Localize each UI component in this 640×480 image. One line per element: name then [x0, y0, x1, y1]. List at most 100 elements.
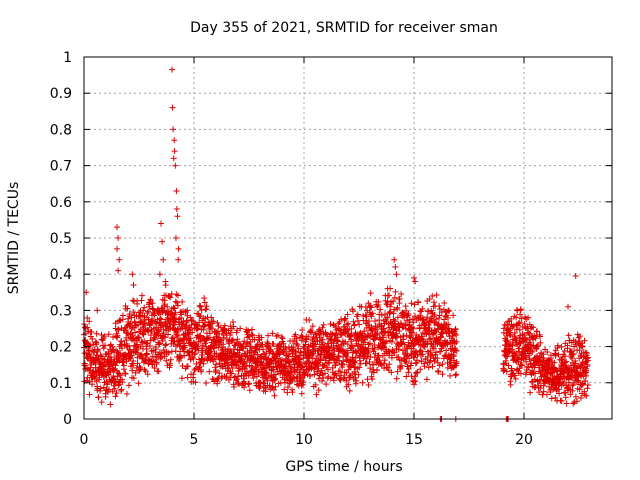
data-point — [353, 377, 360, 384]
data-point — [568, 347, 575, 354]
data-point — [390, 310, 397, 317]
data-point — [394, 368, 401, 375]
data-point — [540, 388, 547, 395]
data-point — [576, 333, 583, 340]
data-point — [245, 327, 252, 334]
data-point — [174, 332, 181, 339]
data-point — [344, 311, 351, 318]
data-point — [189, 317, 196, 324]
data-point — [444, 364, 451, 371]
data-point — [408, 373, 415, 380]
data-point — [431, 311, 438, 318]
data-point — [298, 363, 305, 370]
data-point — [563, 400, 570, 407]
data-point — [229, 337, 236, 344]
data-point — [296, 352, 303, 359]
data-point — [361, 328, 368, 335]
data-point — [94, 347, 101, 354]
data-point — [279, 356, 286, 363]
data-point — [153, 320, 160, 327]
data-point — [508, 315, 515, 322]
data-point — [431, 358, 438, 365]
data-point — [525, 329, 532, 336]
data-point — [274, 332, 281, 339]
data-point — [425, 308, 432, 315]
data-point — [348, 331, 355, 338]
data-point — [356, 364, 363, 371]
data-point — [365, 332, 372, 339]
data-point — [165, 349, 172, 356]
data-point — [179, 298, 186, 305]
data-point — [366, 358, 373, 365]
data-point — [354, 311, 361, 318]
data-point — [383, 338, 390, 345]
data-point — [237, 325, 244, 332]
data-point — [406, 355, 413, 362]
data-point — [434, 355, 441, 362]
data-point — [89, 341, 96, 348]
data-point — [564, 345, 571, 352]
data-point — [330, 374, 337, 381]
data-point — [173, 206, 180, 213]
data-point — [388, 338, 395, 345]
data-point — [271, 376, 278, 383]
data-point — [193, 360, 200, 367]
y-tick-label: 1 — [63, 50, 72, 66]
data-point — [376, 316, 383, 323]
data-point — [569, 351, 576, 358]
data-point — [290, 374, 297, 381]
data-point — [241, 338, 248, 345]
data-point — [192, 379, 199, 386]
data-point — [234, 380, 241, 387]
data-point — [155, 328, 162, 335]
data-point — [129, 271, 136, 278]
data-point — [169, 66, 175, 73]
data-point — [403, 358, 410, 365]
data-point — [523, 358, 530, 365]
data-point — [410, 325, 417, 332]
x-axis-label: GPS time / hours — [285, 459, 402, 475]
data-point — [554, 342, 561, 349]
data-point — [227, 329, 234, 336]
data-point — [135, 334, 142, 341]
data-point — [298, 390, 305, 397]
data-point — [425, 364, 432, 371]
data-point — [141, 304, 148, 311]
data-point — [562, 394, 569, 401]
data-point — [517, 370, 524, 377]
data-point — [427, 357, 434, 364]
data-point — [374, 366, 381, 373]
data-point — [569, 382, 576, 389]
data-point — [579, 342, 586, 349]
data-point — [436, 306, 443, 313]
data-point — [402, 349, 409, 356]
data-point — [429, 293, 436, 300]
chart-title: Day 355 of 2021, SRMTID for receiver sma… — [190, 20, 498, 36]
data-point — [271, 392, 278, 399]
data-point — [305, 333, 312, 340]
x-tick-label: 10 — [295, 432, 313, 448]
data-point — [195, 325, 202, 332]
data-point — [214, 378, 221, 385]
data-point — [316, 337, 323, 344]
data-point — [433, 292, 440, 299]
data-point — [337, 368, 344, 375]
x-tick-label: 15 — [405, 432, 423, 448]
data-point — [551, 359, 558, 366]
data-point — [130, 375, 137, 382]
data-point — [145, 327, 152, 334]
data-point — [232, 342, 239, 349]
data-point — [296, 371, 303, 378]
data-point — [369, 361, 376, 368]
data-point — [532, 370, 539, 377]
data-point — [404, 317, 411, 324]
data-point — [84, 324, 91, 331]
data-point — [127, 354, 134, 361]
data-point — [411, 341, 418, 348]
data-point — [152, 346, 159, 353]
data-point — [141, 366, 148, 373]
data-point — [292, 331, 299, 338]
data-point — [371, 317, 378, 324]
data-point — [345, 366, 352, 373]
data-point — [265, 332, 272, 339]
